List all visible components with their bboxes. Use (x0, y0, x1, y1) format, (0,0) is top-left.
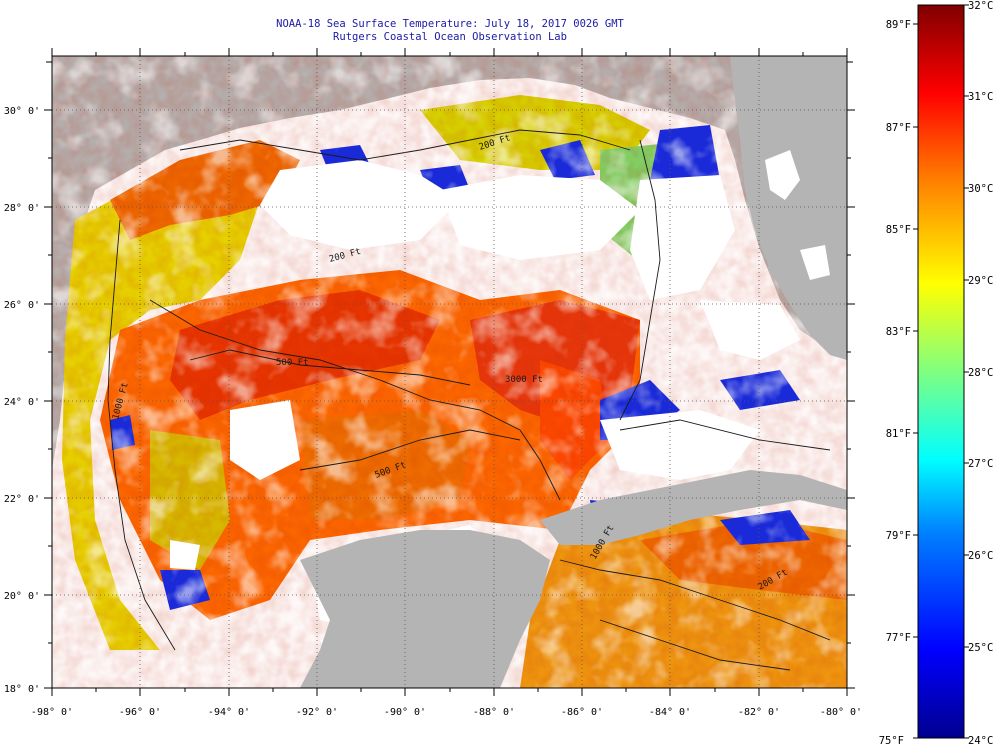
map-subtitle-line: Rutgers Coastal Ocean Observation Lab (333, 31, 567, 43)
fahrenheit-label: 83°F (886, 326, 911, 338)
fahrenheit-label: 77°F (886, 632, 911, 644)
latitude-labels: 18° 0' 20° 0' 22° 0' 24° 0' 26° 0' 28° 0… (4, 106, 40, 695)
longitude-labels: -98° 0' -96° 0' -94° 0' -92° 0' -90° 0' … (31, 707, 862, 718)
bathymetry-contours (107, 129, 831, 671)
celsius-label: 24°C (968, 735, 993, 747)
lon-tick-label: -92° 0' (296, 707, 338, 718)
lat-tick-label: 22° 0' (4, 494, 40, 505)
lat-tick-label: 24° 0' (4, 397, 40, 408)
color-scale-bar (917, 4, 965, 739)
fahrenheit-label: 87°F (886, 122, 911, 134)
fahrenheit-label: 79°F (886, 530, 911, 542)
lon-tick-label: -86° 0' (561, 707, 603, 718)
lat-tick-label: 20° 0' (4, 591, 40, 602)
celsius-label: 25°C (968, 642, 993, 654)
lon-tick-label: -94° 0' (208, 707, 250, 718)
map-title-line: NOAA-18 Sea Surface Temperature: July 18… (276, 18, 624, 30)
fahrenheit-label: 81°F (886, 428, 911, 440)
lon-tick-label: -88° 0' (473, 707, 515, 718)
lon-tick-label: -84° 0' (649, 707, 691, 718)
lon-tick-label: -82° 0' (738, 707, 780, 718)
fahrenheit-label: 89°F (886, 19, 911, 31)
lon-tick-label: -96° 0' (119, 707, 161, 718)
celsius-label: 30°C (968, 183, 993, 195)
celsius-label: 28°C (968, 367, 993, 379)
celsius-label: 26°C (968, 550, 993, 562)
celsius-label: 32°C (968, 0, 993, 12)
fahrenheit-label: 85°F (886, 224, 911, 236)
lat-tick-label: 28° 0' (4, 203, 40, 214)
celsius-label: 27°C (968, 458, 993, 470)
lat-tick-label: 18° 0' (4, 684, 40, 695)
color-scale: 32°C 31°C 30°C 29°C 28°C 27°C 26°C 25°C … (879, 0, 994, 747)
lon-tick-label: -90° 0' (384, 707, 426, 718)
lat-tick-label: 26° 0' (4, 300, 40, 311)
axis-ticks (44, 48, 855, 696)
contour-label: 3000 Ft (505, 375, 543, 385)
celsius-label: 29°C (968, 275, 993, 287)
celsius-label: 31°C (968, 91, 993, 103)
lon-tick-label: -98° 0' (31, 707, 73, 718)
color-scale-ticks (913, 4, 969, 739)
cuba-land (540, 470, 847, 545)
lat-tick-label: 30° 0' (4, 106, 40, 117)
lon-tick-label: -80° 0' (820, 707, 862, 718)
fahrenheit-label: 75°F (879, 735, 904, 747)
map-area: 200 Ft 200 Ft 3000 Ft 500 Ft 500 Ft 1000… (52, 56, 847, 688)
contour-label: 500 Ft (276, 358, 309, 368)
map-title: NOAA-18 Sea Surface Temperature: July 18… (50, 18, 850, 44)
graticule (52, 56, 847, 688)
florida-cloud (765, 150, 830, 280)
yucatan-land (300, 530, 550, 688)
